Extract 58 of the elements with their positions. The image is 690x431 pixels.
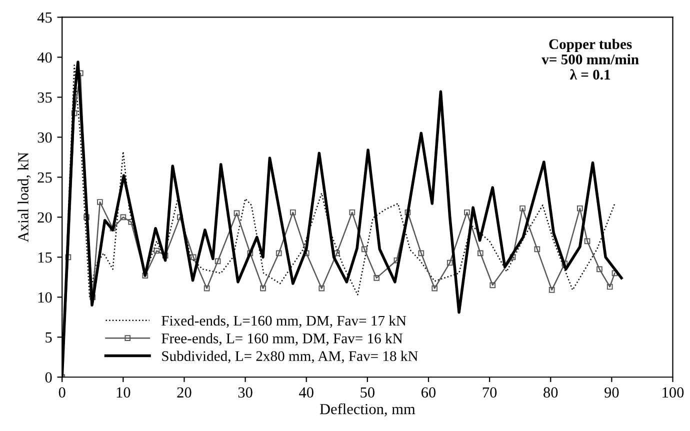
y-tick-label: 20 [38,212,52,223]
x-tick-label: 70 [482,387,497,398]
y-tick-label: 0 [45,372,52,383]
point [260,285,266,292]
point [120,214,126,220]
point [477,250,484,256]
point [334,250,340,256]
point [596,266,602,272]
point [349,209,356,216]
x-tick-label: 50 [360,387,374,398]
y-tick-label: 30 [38,132,52,143]
y-tick-label: 35 [38,92,52,103]
point [361,246,368,252]
point [276,250,282,256]
point [606,284,613,290]
point [190,254,196,260]
x-tick-label: 90 [604,387,619,398]
y-tick-label: 5 [46,332,52,343]
point [318,285,325,292]
point [520,205,526,212]
point [97,199,103,205]
x-tick-label: 10 [116,387,130,398]
point [446,260,453,266]
point [204,285,210,292]
point [577,205,583,212]
x-tick-label: 0 [58,387,66,398]
point [584,238,590,244]
legend-label: Free-ends, L= 160 mm, DM, Fav= 16 kN [162,333,402,346]
point [548,287,555,293]
y-tick-label: 15 [38,252,52,263]
x-tick-label: 30 [238,387,252,398]
x-tick-label: 40 [299,387,314,398]
y-tick-label: 40 [37,52,52,63]
legend-label: Subdivided, L= 2x80 mm, AM, Fav= 18 kN [162,350,418,364]
point [432,285,438,292]
point [234,210,240,216]
point [418,250,424,256]
point [490,282,496,288]
point [534,246,540,252]
y-tick-label: 25 [38,172,52,183]
point [154,248,160,254]
x-tick-label: 100 [662,387,684,398]
point [464,209,470,216]
y-axis-title: Axial load, kN [18,152,31,242]
point [142,272,148,278]
x-tick-label: 80 [544,387,558,398]
x-tick-label: 60 [422,387,436,398]
y-tick-label: 10 [38,292,52,303]
point [214,258,221,264]
point [404,209,411,216]
legend-label: Fixed-ends, L=160 mm, DM, Fav= 17 kN [162,315,406,328]
x-axis-title: Deflection, mm [320,403,416,416]
point [247,250,254,256]
point [290,209,296,216]
annotation: Copper tubes v= 500 mm/min λ = 0.1 [542,38,639,80]
x-tick-label: 20 [177,387,192,398]
y-tick-label: 45 [37,12,52,23]
point [374,275,380,281]
